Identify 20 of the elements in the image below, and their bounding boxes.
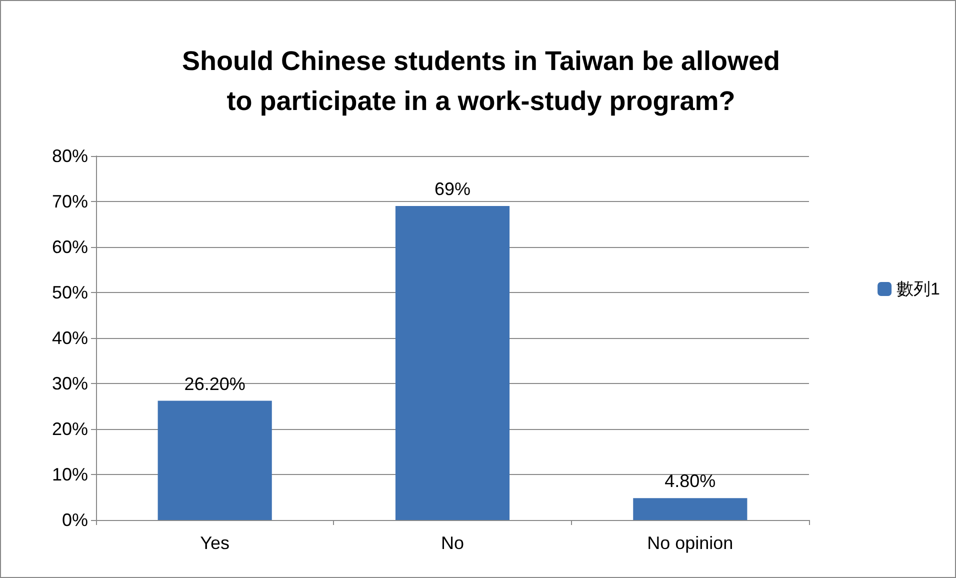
y-tick-label: 50% [52,282,88,302]
bar [633,498,748,520]
data-label: 26.20% [184,374,246,394]
data-label: 4.80% [664,471,716,492]
y-tick-label: 10% [52,464,88,484]
legend-label: 數列1 [896,280,940,298]
bar [395,206,510,520]
bar [158,400,272,520]
x-tick-label: No opinion [647,533,734,553]
y-tick-label: 40% [52,328,88,348]
y-tick-label: 60% [52,237,88,257]
x-tick-label: Yes [200,533,230,553]
chart-title: Should Chinese students in Taiwan be allowed to participate in a work-study program? [182,46,780,116]
y-tick-label: 20% [52,419,88,439]
data-label: 69% [434,179,471,200]
y-tick-label: 0% [62,510,88,530]
x-tick-label: No [440,533,464,553]
y-tick-label: 30% [52,374,88,394]
y-tick-label: 80% [52,146,88,166]
y-tick-label: 70% [52,192,88,212]
